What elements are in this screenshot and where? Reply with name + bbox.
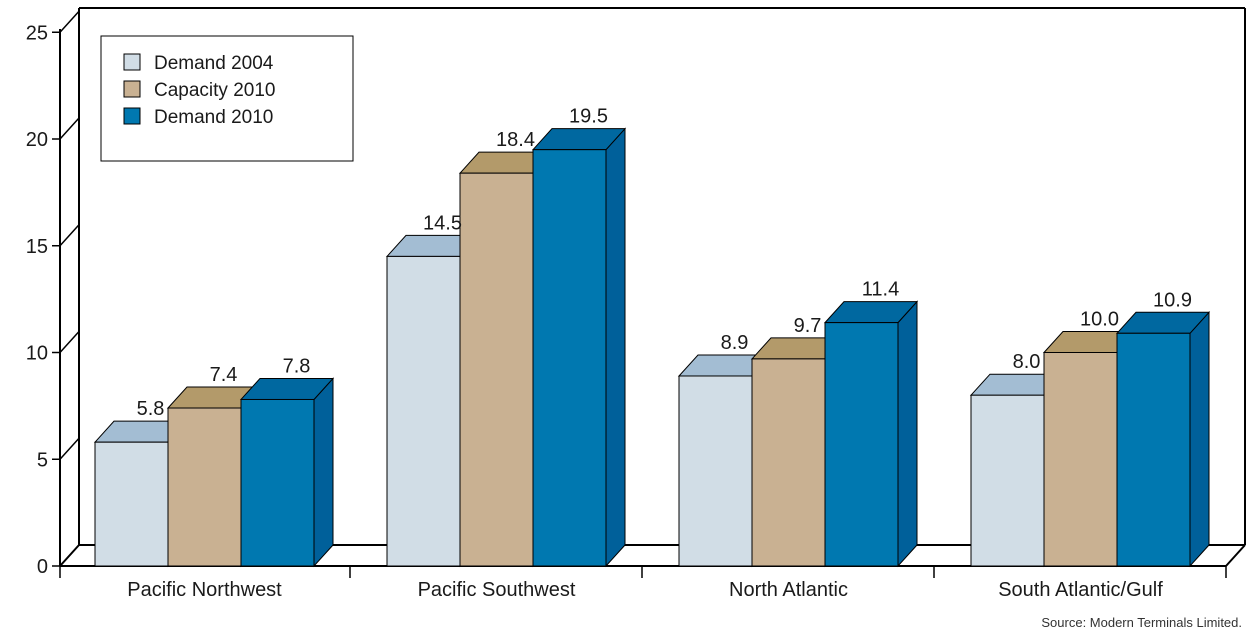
data-label: 10.0 (1080, 309, 1119, 331)
data-label: 7.4 (210, 364, 238, 386)
data-label: 11.4 (862, 279, 899, 301)
y-tick-depth (59, 544, 80, 567)
data-label: 5.8 (137, 398, 165, 420)
y-axis: 0 5 10 15 20 25 (26, 10, 80, 578)
legend: Demand 2004 Capacity 2010 Demand 2010 (100, 35, 354, 162)
y-tick-depth (59, 224, 80, 247)
legend-swatch (123, 107, 141, 125)
bar-side (605, 127, 626, 568)
bar-front (824, 322, 899, 567)
floor-right-edge (1225, 544, 1246, 567)
data-label: 7.8 (283, 355, 311, 377)
bar-front (386, 255, 461, 567)
x-tick-label: North Atlantic (729, 579, 848, 601)
bar-front (240, 398, 315, 567)
bar (239, 377, 335, 568)
legend-entry: Demand 2004 (123, 53, 274, 74)
legend-swatch (123, 80, 141, 98)
bar (1115, 310, 1211, 568)
legend-box (100, 35, 354, 162)
data-label: 10.9 (1153, 289, 1192, 311)
data-label: 8.9 (721, 332, 749, 354)
data-label: 9.7 (794, 315, 822, 337)
y-tick-label: 5 (37, 449, 48, 471)
bar (531, 127, 627, 568)
bar (823, 300, 919, 568)
legend-label: Demand 2004 (154, 53, 274, 74)
bars (93, 127, 1211, 568)
source-note: Source: Modern Terminals Limited. (1041, 615, 1242, 630)
bar-front (970, 394, 1045, 567)
bar-front (459, 172, 534, 567)
bar-front (1116, 332, 1191, 567)
legend-swatch (123, 53, 141, 71)
y-tick-label: 10 (26, 343, 48, 365)
y-tick-label: 25 (26, 22, 48, 44)
legend-entry: Demand 2010 (123, 107, 273, 128)
x-tick-label: South Atlantic/Gulf (998, 579, 1163, 601)
data-label: 19.5 (569, 106, 608, 128)
y-tick-depth (59, 330, 80, 354)
x-tick-label: Pacific Northwest (127, 579, 282, 601)
bar-front (751, 358, 826, 567)
data-label: 14.5 (423, 212, 462, 234)
bar-side (313, 377, 334, 568)
bar-front (94, 441, 169, 567)
bar-front (532, 149, 607, 567)
x-tick-label: Pacific Southwest (418, 579, 576, 601)
y-tick-label: 15 (26, 236, 48, 258)
data-label: 8.0 (1013, 351, 1041, 373)
legend-entry: Capacity 2010 (123, 80, 275, 101)
x-axis: Pacific Northwest Pacific Southwest North … (59, 566, 1227, 601)
y-tick-label: 20 (26, 129, 48, 151)
data-label: 18.4 (496, 129, 535, 151)
value-labels: 5.8 7.4 7.8 14.5 18.4 19.5 8.9 9.7 11.4 8.0 10.0 10… (137, 106, 1192, 420)
bar-front (678, 375, 753, 567)
bar-front (1043, 352, 1118, 567)
bar-side (897, 300, 918, 568)
bar-front (167, 407, 242, 567)
legend-label: Capacity 2010 (154, 80, 275, 101)
y-tick-depth (59, 437, 80, 460)
y-tick-depth (59, 117, 80, 140)
y-tick-depth (59, 10, 80, 33)
y-tick-label: 0 (37, 556, 48, 578)
bar-side (1189, 310, 1210, 568)
legend-label: Demand 2010 (154, 107, 273, 128)
